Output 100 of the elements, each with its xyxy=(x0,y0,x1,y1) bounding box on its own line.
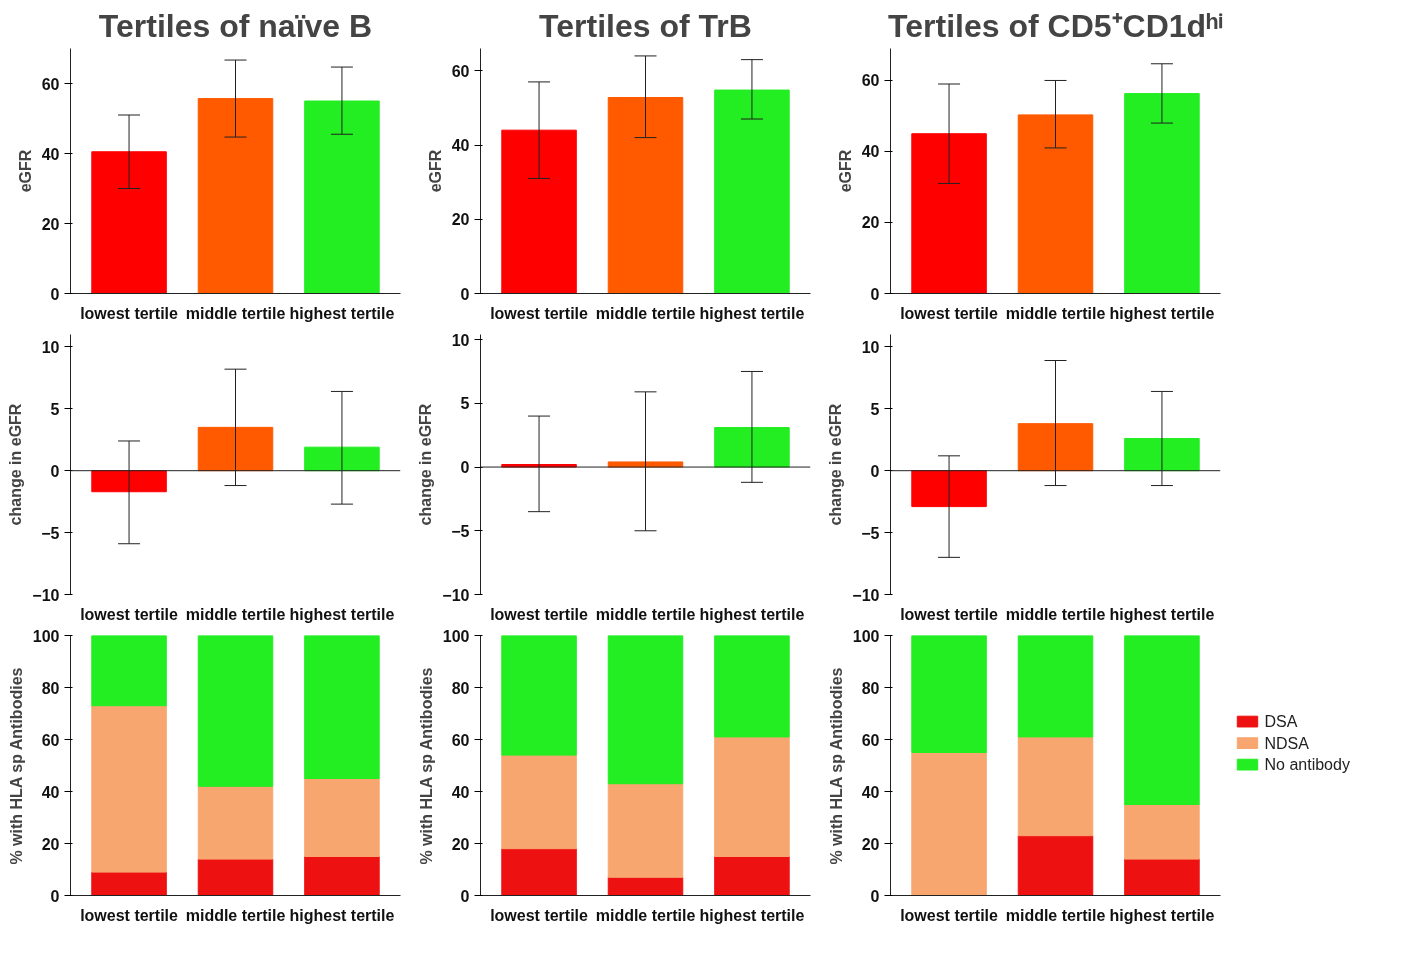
bar xyxy=(501,129,577,294)
y-tick-label: −10 xyxy=(442,586,470,604)
bar xyxy=(1124,93,1200,294)
y-tick-label: 40 xyxy=(861,783,880,801)
y-tick-label: 0 xyxy=(460,459,470,477)
y-tick-label: 0 xyxy=(50,462,60,480)
x-tick-label: middle tertile xyxy=(595,605,696,623)
bar xyxy=(304,635,380,779)
bar xyxy=(197,98,274,294)
y-tick-label: 100 xyxy=(442,627,470,645)
bar xyxy=(91,871,167,896)
y-axis-title: change in eGFR xyxy=(7,403,25,526)
bar xyxy=(1017,114,1094,294)
bar xyxy=(607,876,684,896)
y-tick-label: 20 xyxy=(41,835,60,853)
x-tick-label: highest tertile xyxy=(1109,304,1215,322)
y-tick-label: −5 xyxy=(861,524,880,542)
y-tick-label: 20 xyxy=(451,835,470,853)
y-tick-label: −10 xyxy=(852,586,880,604)
x-tick-label: highest tertile xyxy=(1109,605,1215,623)
chart-title: Tertiles of CD5⁺CD1dʰⁱ xyxy=(888,7,1223,44)
y-axis-title: eGFR xyxy=(836,149,854,193)
y-tick-label: 80 xyxy=(861,679,880,697)
y-tick-label: 0 xyxy=(460,887,470,905)
bar xyxy=(91,635,167,707)
x-tick-label: lowest tertile xyxy=(900,906,999,924)
x-tick-label: lowest tertile xyxy=(80,605,179,623)
y-axis-title: eGFR xyxy=(16,149,34,193)
bar xyxy=(1124,438,1200,472)
bar xyxy=(304,446,380,472)
bar xyxy=(304,778,380,857)
y-tick-label: 80 xyxy=(41,679,60,697)
bar xyxy=(91,151,167,294)
bar xyxy=(714,427,790,468)
bar xyxy=(607,97,684,294)
y-tick-label: −5 xyxy=(41,524,60,542)
y-tick-label: 0 xyxy=(870,887,880,905)
x-tick-label: lowest tertile xyxy=(80,304,179,322)
x-tick-label: middle tertile xyxy=(1005,304,1106,322)
y-tick-label: 0 xyxy=(870,462,880,480)
y-tick-label: −10 xyxy=(32,586,60,604)
y-tick-label: 40 xyxy=(861,143,880,161)
x-tick-label: middle tertile xyxy=(185,304,286,322)
bar xyxy=(501,848,577,896)
y-tick-label: 100 xyxy=(852,627,880,645)
chart-title: Tertiles of naïve B xyxy=(98,7,373,44)
bar xyxy=(714,89,790,294)
y-tick-label: 40 xyxy=(41,783,60,801)
bar xyxy=(1017,423,1094,472)
y-tick-label: 10 xyxy=(41,338,60,356)
x-tick-label: middle tertile xyxy=(595,304,696,322)
y-tick-label: 5 xyxy=(870,400,880,418)
y-axis-title: % with HLA sp Antibodies xyxy=(417,667,435,865)
y-tick-label: 20 xyxy=(861,214,880,232)
y-axis-title: change in eGFR xyxy=(827,403,845,526)
bar xyxy=(91,705,167,873)
bar xyxy=(1124,804,1200,860)
bar xyxy=(501,635,577,756)
chart-title: Tertiles of TrB xyxy=(539,7,752,44)
y-tick-label: 0 xyxy=(460,285,470,303)
bar xyxy=(1124,858,1200,896)
x-tick-label: highest tertile xyxy=(699,906,805,924)
x-tick-label: middle tertile xyxy=(1005,605,1106,623)
x-tick-label: lowest tertile xyxy=(490,605,589,623)
y-tick-label: 60 xyxy=(861,731,880,749)
x-tick-label: highest tertile xyxy=(699,304,805,322)
legend-label: No antibody xyxy=(1264,756,1350,774)
bar xyxy=(714,856,790,896)
y-tick-label: 60 xyxy=(451,62,470,80)
bar xyxy=(91,470,167,493)
x-tick-label: lowest tertile xyxy=(490,906,589,924)
x-tick-label: lowest tertile xyxy=(80,906,179,924)
x-tick-label: middle tertile xyxy=(595,906,696,924)
bar xyxy=(1017,835,1094,896)
bar xyxy=(304,100,380,294)
y-tick-label: 60 xyxy=(451,731,470,749)
x-tick-label: highest tertile xyxy=(289,605,395,623)
x-tick-label: middle tertile xyxy=(185,605,286,623)
x-tick-label: highest tertile xyxy=(699,605,805,623)
bar xyxy=(911,752,987,896)
y-tick-label: 80 xyxy=(451,679,470,697)
y-tick-label: 60 xyxy=(41,75,60,93)
y-tick-label: 5 xyxy=(50,400,60,418)
y-axis-title: % with HLA sp Antibodies xyxy=(827,667,845,865)
y-tick-label: 10 xyxy=(451,331,470,349)
bar xyxy=(501,754,577,850)
x-tick-label: highest tertile xyxy=(289,906,395,924)
y-tick-label: 100 xyxy=(32,627,60,645)
y-tick-label: 40 xyxy=(451,137,470,155)
bar xyxy=(197,635,274,787)
x-tick-label: middle tertile xyxy=(1005,906,1106,924)
x-tick-label: highest tertile xyxy=(289,304,395,322)
bar xyxy=(304,856,380,896)
y-axis-title: change in eGFR xyxy=(417,403,435,526)
y-tick-label: 5 xyxy=(460,395,470,413)
legend-label: NDSA xyxy=(1264,734,1310,752)
bar xyxy=(1017,635,1094,738)
bar xyxy=(911,133,987,294)
bar xyxy=(714,736,790,857)
y-tick-label: −5 xyxy=(451,522,470,540)
